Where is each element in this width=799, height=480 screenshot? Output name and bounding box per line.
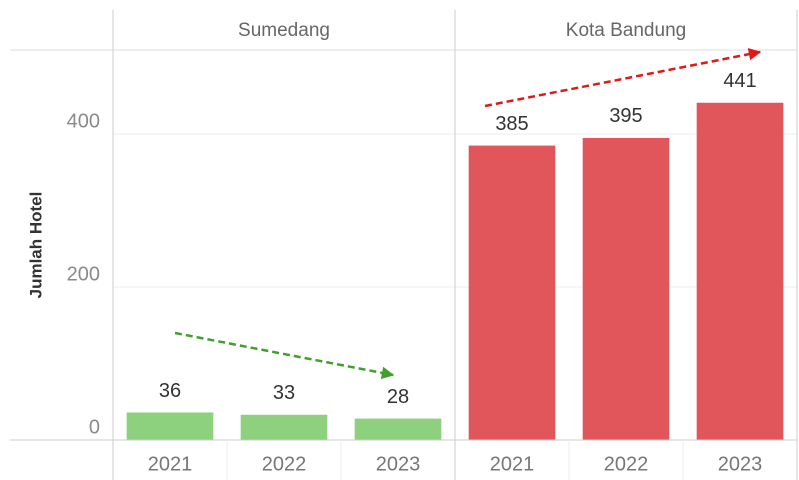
- panel-title: Kota Bandung: [566, 20, 686, 41]
- x-tick-label: 2021: [148, 453, 193, 475]
- bar: [354, 418, 442, 440]
- bar: [240, 414, 328, 440]
- x-tick-label: 2023: [718, 453, 763, 475]
- value-label: 385: [495, 113, 528, 135]
- value-label: 395: [609, 105, 642, 127]
- y-tick-label: 0: [89, 416, 100, 438]
- value-label: 28: [387, 386, 409, 408]
- bar: [468, 145, 556, 440]
- y-tick-label: 400: [67, 110, 100, 132]
- value-label: 33: [273, 382, 295, 404]
- value-label: 441: [723, 70, 756, 92]
- bar: [126, 412, 214, 440]
- trend-arrow: [174, 331, 395, 380]
- value-label: 36: [159, 380, 181, 402]
- x-tick-label: 2021: [490, 453, 535, 475]
- x-tick-label: 2022: [262, 453, 307, 475]
- panel-title: Sumedang: [238, 20, 330, 41]
- x-tick-label: 2022: [604, 453, 649, 475]
- trend-arrow: [484, 48, 762, 108]
- y-tick-label: 200: [67, 263, 100, 285]
- bar: [696, 102, 784, 440]
- y-axis-title: Jumlah Hotel: [26, 192, 45, 299]
- x-tick-label: 2023: [376, 453, 421, 475]
- bar: [582, 137, 670, 441]
